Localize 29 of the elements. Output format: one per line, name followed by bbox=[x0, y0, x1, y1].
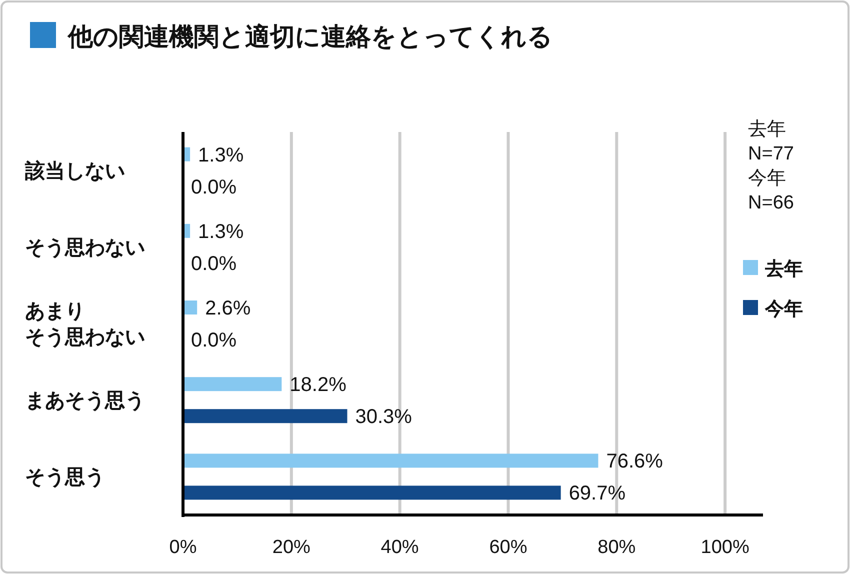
x-tick-label: 100% bbox=[700, 537, 750, 558]
y-tick-label: あまりそう思わない bbox=[25, 300, 145, 348]
data-label: 69.7% bbox=[568, 482, 626, 505]
y-tick-label: まあそう思う bbox=[25, 390, 145, 412]
x-tick-label: 80% bbox=[598, 537, 636, 558]
data-label: 1.3% bbox=[198, 220, 244, 243]
chart-title: 他の関連機関と適切に連絡をとってくれる bbox=[67, 23, 553, 51]
data-label: 18.2% bbox=[290, 374, 347, 396]
legend-label: 今年 bbox=[764, 299, 803, 320]
y-tick-label: そう思わない bbox=[25, 236, 145, 259]
data-label: 30.3% bbox=[355, 406, 412, 428]
data-label: 0.0% bbox=[191, 252, 237, 275]
y-tick-label: 該当しない bbox=[24, 159, 125, 182]
data-label: 1.3% bbox=[198, 144, 244, 166]
x-tick-label: 0% bbox=[169, 537, 197, 558]
data-label: 0.0% bbox=[191, 330, 237, 352]
bar bbox=[183, 454, 598, 468]
x-tick-label: 60% bbox=[489, 537, 528, 558]
bar bbox=[183, 486, 561, 500]
bar bbox=[183, 409, 348, 424]
x-tick-label: 40% bbox=[380, 537, 419, 558]
data-label: 0.0% bbox=[191, 176, 237, 198]
x-tick-label: 20% bbox=[272, 537, 311, 558]
legend-label: 去年 bbox=[764, 258, 803, 280]
annotation: 去年 N=77 今年 N=66 bbox=[748, 119, 794, 214]
y-tick-label: そう思う bbox=[25, 466, 105, 489]
bar bbox=[183, 377, 282, 392]
data-label: 76.6% bbox=[606, 450, 664, 473]
data-label: 2.6% bbox=[205, 298, 251, 320]
